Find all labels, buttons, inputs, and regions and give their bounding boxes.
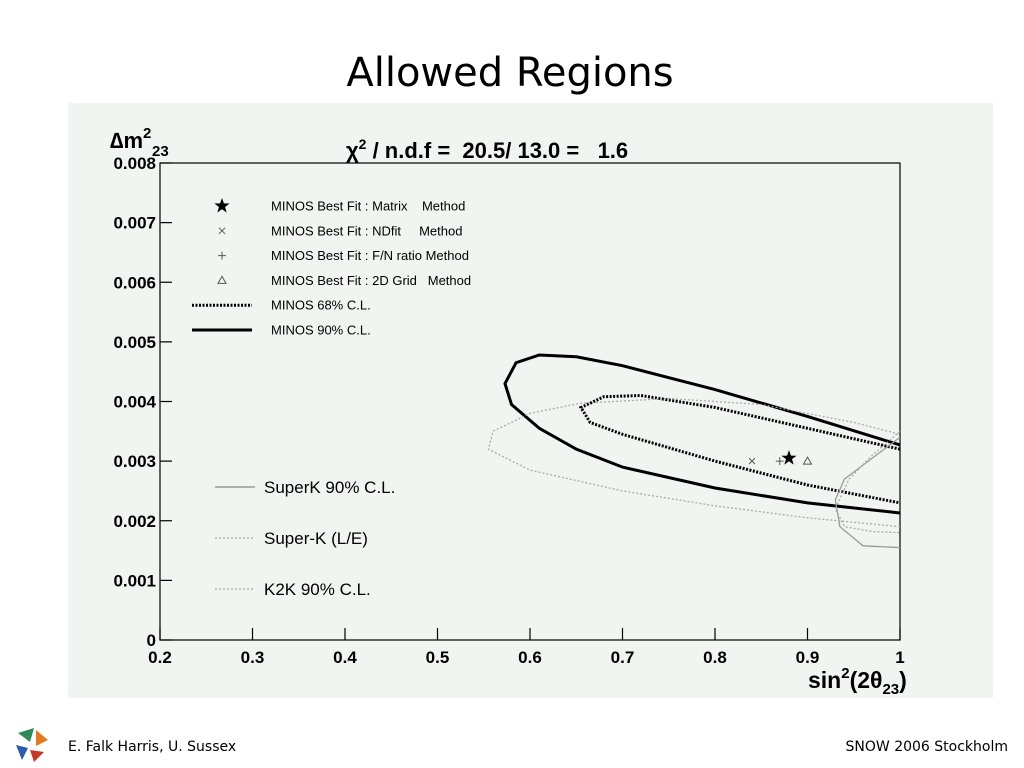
x-tick-label: 0.6 bbox=[518, 648, 542, 667]
legend-label: MINOS 68% C.L. bbox=[271, 298, 371, 313]
slide-title: Allowed Regions bbox=[346, 50, 673, 96]
x-axis-label: sin2(2θ23) bbox=[808, 665, 907, 698]
y-tick-label: 0 bbox=[147, 631, 156, 650]
contour-line bbox=[503, 353, 900, 515]
y-tick-label: 0.006 bbox=[113, 273, 156, 292]
xlabel-main: sin bbox=[808, 667, 841, 693]
legend-marker bbox=[217, 275, 227, 284]
x-tick-label: 1 bbox=[895, 648, 904, 667]
contour-line bbox=[578, 393, 900, 505]
x-tick-label: 0.5 bbox=[426, 648, 450, 667]
y-tick-label: 0.005 bbox=[113, 333, 156, 352]
legend-label: MINOS Best Fit : F/N ratio Method bbox=[271, 248, 469, 263]
x-tick-label: 0.7 bbox=[611, 648, 635, 667]
best-fit-point bbox=[781, 450, 797, 465]
x-tick-label: 0.8 bbox=[703, 648, 727, 667]
y-tick-label: 0.007 bbox=[113, 214, 156, 233]
contour-line bbox=[487, 397, 900, 528]
y-tick-label: 0.001 bbox=[113, 571, 156, 590]
logo bbox=[16, 728, 48, 762]
contour-line bbox=[834, 436, 900, 549]
annotation-sup: 2 bbox=[359, 136, 367, 152]
ylabel-sup: 2 bbox=[143, 125, 151, 142]
x-tick-label: 0.2 bbox=[148, 648, 172, 667]
y-tick-label: 0.003 bbox=[113, 452, 156, 471]
legend-marker bbox=[214, 198, 230, 213]
best-fit-point bbox=[775, 457, 784, 466]
ylabel-main: ∆m bbox=[110, 128, 143, 153]
y-axis-label: ∆m223 bbox=[110, 125, 169, 160]
legend-label: MINOS Best Fit : Matrix Method bbox=[271, 199, 465, 214]
annotation-rest: / n.d.f = 20.5/ 13.0 = 1.6 bbox=[366, 138, 628, 163]
legend-label: Super-K (L/E) bbox=[264, 529, 368, 548]
plot-area bbox=[487, 353, 900, 549]
legend-label: MINOS Best Fit : NDfit Method bbox=[271, 223, 462, 238]
y-tick-label: 0.002 bbox=[113, 512, 156, 531]
y-tick-label: 0.004 bbox=[113, 393, 156, 412]
footer-left: E. Falk Harris, U. Sussex bbox=[68, 739, 236, 755]
legend-label: K2K 90% C.L. bbox=[264, 580, 371, 599]
best-fit-point bbox=[802, 456, 813, 465]
x-tick-label: 0.9 bbox=[796, 648, 820, 667]
xlabel-sup: 2 bbox=[841, 665, 849, 682]
legend-marker bbox=[218, 251, 226, 260]
legend-marker bbox=[218, 227, 226, 235]
xlabel-mid: (2θ bbox=[850, 667, 883, 693]
legend-label: SuperK 90% C.L. bbox=[264, 478, 395, 497]
best-fit-point bbox=[748, 457, 756, 465]
x-tick-label: 0.3 bbox=[241, 648, 265, 667]
xlabel-end: ) bbox=[899, 667, 907, 693]
ylabel-sub: 23 bbox=[152, 143, 169, 160]
contour-line bbox=[834, 430, 900, 534]
x-tick-label: 0.4 bbox=[333, 648, 357, 667]
legend-label: MINOS 90% C.L. bbox=[271, 323, 371, 338]
plot-panel bbox=[68, 103, 993, 698]
annotation-main: χ bbox=[346, 138, 359, 163]
legend-label: MINOS Best Fit : 2D Grid Method bbox=[271, 273, 471, 288]
fit-annotation: χ2 / n.d.f = 20.5/ 13.0 = 1.6 bbox=[346, 136, 628, 163]
y-tick-label: 0.008 bbox=[113, 154, 156, 173]
footer-right: SNOW 2006 Stockholm bbox=[846, 739, 1008, 755]
xlabel-sub: 23 bbox=[882, 681, 899, 698]
